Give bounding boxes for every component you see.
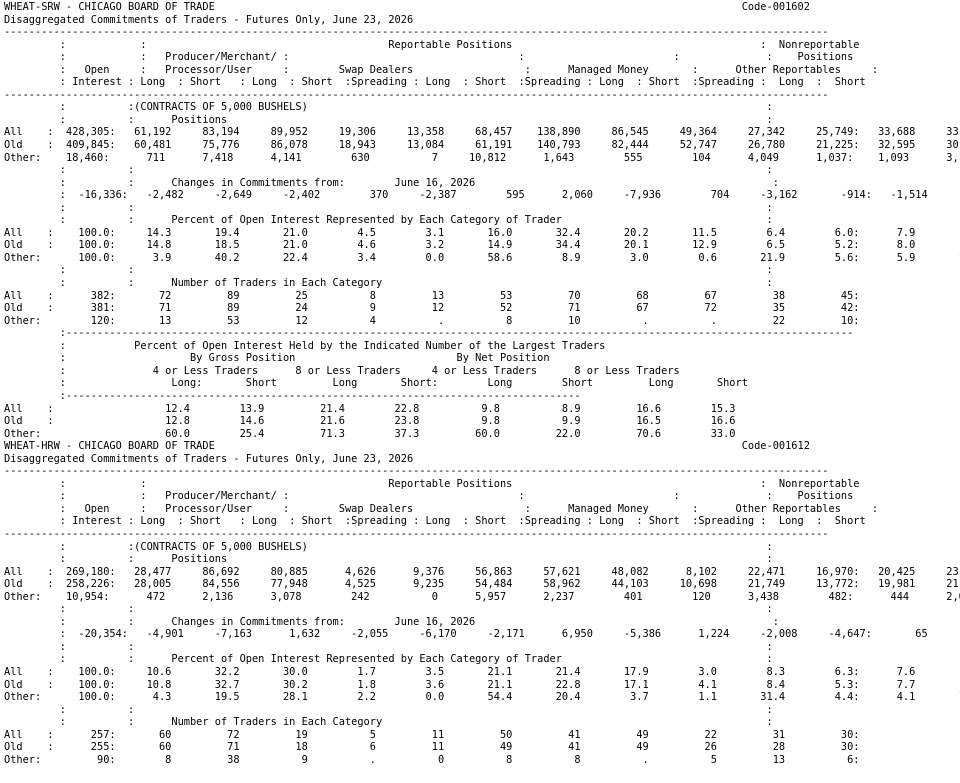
report-line: : : Number of Traders in Each Category : xyxy=(4,277,773,290)
report-line: : : Producer/Merchant/ : : : : Positions xyxy=(4,490,854,503)
report-line: : : Producer/Merchant/ : : : : Positions xyxy=(4,51,854,64)
report-line: : -20,354: -4,901 -7,163 1,632 -2,055 -6… xyxy=(4,628,960,641)
report-line: Other: 60.0 25.4 71.3 37.3 60.0 22.0 70.… xyxy=(4,427,736,440)
report-line: : : : xyxy=(4,201,773,214)
report-line: : : : xyxy=(4,164,773,177)
report-line: : :(CONTRACTS OF 5,000 BUSHELS) : xyxy=(4,540,773,553)
report-line: : : Percent of Open Interest Represented… xyxy=(4,653,773,666)
report-line: : : Changes in Commitments from: June 16… xyxy=(4,176,779,189)
report-line: : : : xyxy=(4,640,773,653)
report-line: Old : 100.0: 14.8 18.5 21.0 4.6 3.2 14.9… xyxy=(4,239,960,252)
report-line: : Open : Processor/User : Swap Dealers :… xyxy=(4,502,879,515)
report-line: : : Changes in Commitments from: June 16… xyxy=(4,615,779,628)
report-line: : : Reportable Positions : Nonreportable xyxy=(4,477,860,490)
report-line: : : Number of Traders in Each Category : xyxy=(4,716,773,729)
report-line: : : Reportable Positions : Nonreportable xyxy=(4,38,860,51)
report-line: : -16,336: -2,482 -2,649 -2,402 370 -2,3… xyxy=(4,189,960,202)
report-line: : : : xyxy=(4,703,773,716)
report-line: ----------------------------------------… xyxy=(4,26,829,39)
report-line: Old : 381: 71 89 24 9 12 52 71 67 72 35 … xyxy=(4,302,860,315)
report-line: ----------------------------------------… xyxy=(4,527,829,540)
report-line: Old : 12.8 14.6 21.6 23.8 9.8 9.9 16.5 1… xyxy=(4,415,736,428)
report-line: Other: 90: 8 38 9 . 0 8 8 . 5 13 6: xyxy=(4,753,860,766)
report-line: :---------------------------------------… xyxy=(4,327,854,340)
report-line: : Long: Short Long Short: Long Short Lon… xyxy=(4,377,748,390)
report-line: Old : 258,226: 28,005 84,556 77,948 4,52… xyxy=(4,578,960,591)
report-line: Other: 120: 13 53 12 4 . 8 10 . . 22 10: xyxy=(4,314,860,327)
report-line: : 4 or Less Traders 8 or Less Traders 4 … xyxy=(4,364,680,377)
report-line: Other: 10,954: 472 2,136 3,078 242 0 5,9… xyxy=(4,590,960,603)
report-line: All : 269,180: 28,477 86,692 80,885 4,62… xyxy=(4,565,960,578)
report-line: Other: 100.0: 4.3 19.5 28.1 2.2 0.0 54.4… xyxy=(4,691,960,704)
report-line: WHEAT-HRW - CHICAGO BOARD OF TRADE Code-… xyxy=(4,440,810,453)
report-line: Other: 18,460: 711 7,418 4,141 630 7 10,… xyxy=(4,151,960,164)
report-line: Old : 100.0: 10.8 32.7 30.2 1.8 3.6 21.1… xyxy=(4,678,960,691)
report-line: : Open : Processor/User : Swap Dealers :… xyxy=(4,63,879,76)
report-line: ----------------------------------------… xyxy=(4,465,829,478)
report-line: : :(CONTRACTS OF 5,000 BUSHELS) : xyxy=(4,101,773,114)
report-line: :---------------------------------------… xyxy=(4,389,581,402)
report-line: : : Positions : xyxy=(4,113,773,126)
report-line: All : 428,305: 61,192 83,194 89,952 19,3… xyxy=(4,126,960,139)
report-line: WHEAT-SRW - CHICAGO BOARD OF TRADE Code-… xyxy=(4,1,810,13)
report-line: ----------------------------------------… xyxy=(4,88,829,101)
report-line: : : : xyxy=(4,603,773,616)
report-line: : Interest : Long : Short : Long : Short… xyxy=(4,76,866,89)
report-line: : : Positions : xyxy=(4,553,773,566)
report-line: : : Percent of Open Interest Represented… xyxy=(4,214,773,227)
report-line: All : 100.0: 14.3 19.4 21.0 4.5 3.1 16.0… xyxy=(4,226,960,239)
report-line: : Interest : Long : Short : Long : Short… xyxy=(4,515,866,528)
report-line: : : : xyxy=(4,264,773,277)
report-line: Disaggregated Commitments of Traders - F… xyxy=(4,452,414,465)
cot-report-text: WHEAT-SRW - CHICAGO BOARD OF TRADE Code-… xyxy=(4,1,960,766)
report-line: Other: 100.0: 3.9 40.2 22.4 3.4 0.0 58.6… xyxy=(4,251,960,264)
report-line: Old : 409,845: 60,481 75,776 86,078 18,9… xyxy=(4,139,960,152)
report-line: : Percent of Open Interest Held by the I… xyxy=(4,339,606,352)
report-line: All : 100.0: 10.6 32.2 30.0 1.7 3.5 21.1… xyxy=(4,665,960,678)
report-line: : By Gross Position By Net Position xyxy=(4,352,550,365)
report-line: All : 257: 60 72 19 5 11 50 41 49 22 31 … xyxy=(4,728,860,741)
report-line: Disaggregated Commitments of Traders - F… xyxy=(4,13,414,26)
report-line: Old : 255: 60 71 18 6 11 49 41 49 26 28 … xyxy=(4,741,860,754)
report-line: All : 12.4 13.9 21.4 22.8 9.8 8.9 16.6 1… xyxy=(4,402,736,415)
report-line: All : 382: 72 89 25 8 13 53 70 68 67 38 … xyxy=(4,289,860,302)
